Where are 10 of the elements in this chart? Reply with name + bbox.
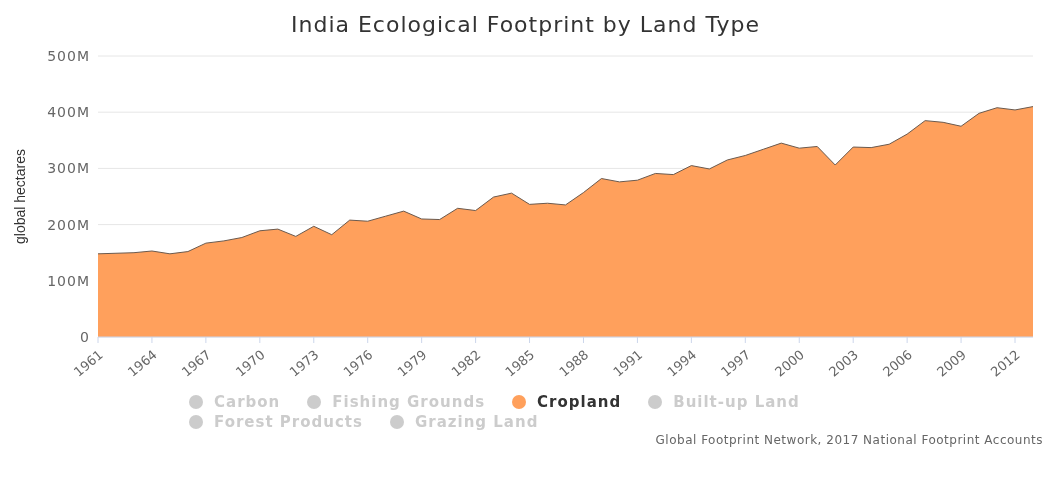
y-tick-label: 0: [80, 328, 90, 345]
y-axis-title: global hectares: [11, 149, 28, 244]
text: Global Footprint Network, 2017 National Footprint Accounts: [654, 433, 1043, 447]
y-tick-label: 200M: [47, 216, 90, 233]
legend-label: Cropland: [537, 393, 622, 411]
chart-title: India Ecological Footprint by Land Type: [290, 11, 761, 39]
y-tick-label: 500M: [47, 47, 90, 64]
y-tick-label: 100M: [47, 272, 90, 289]
y-tick-label: 400M: [47, 104, 90, 121]
y-tick-label: 300M: [47, 160, 90, 177]
